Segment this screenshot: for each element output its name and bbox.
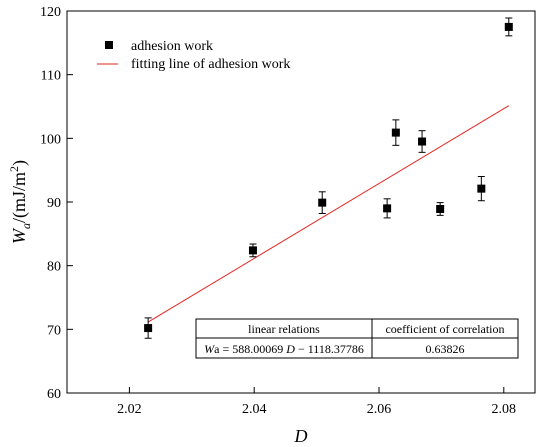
fitting-line (147, 105, 510, 323)
point-marker (318, 198, 327, 207)
x-axis-label: D (294, 426, 308, 446)
table-correlation-value: 0.63826 (426, 342, 465, 356)
y-axis-ticks: 60 70 80 90 100 110 120 (40, 5, 73, 402)
data-point (436, 202, 445, 216)
data-point (383, 198, 392, 219)
data-point (144, 317, 153, 339)
x-tick-label: 2.02 (117, 402, 142, 417)
legend: adhesion work fitting line of adhesion w… (97, 39, 290, 72)
data-point (391, 119, 400, 146)
y-tick-label: 120 (40, 5, 61, 20)
y-axis-label-unit-close: ) (9, 160, 30, 166)
x-tick-label: 2.08 (492, 402, 517, 417)
legend-marker-adhesion-work (105, 41, 113, 49)
legend-label-adhesion-work: adhesion work (131, 39, 213, 54)
equation-var: W (204, 342, 215, 356)
y-tick-label: 60 (47, 387, 61, 402)
y-axis-label: Wa/(mJ/m2) (7, 160, 33, 244)
point-marker (248, 246, 257, 255)
equation-part-a: = 588.00069 (219, 342, 286, 356)
y-tick-label: 80 (47, 260, 61, 275)
table-header-linear-relations: linear relations (248, 322, 320, 336)
y-tick-label: 90 (47, 196, 61, 211)
y-axis-label-sub: a (19, 223, 33, 229)
data-point (418, 130, 427, 153)
legend-label-fitting-line: fitting line of adhesion work (131, 57, 290, 72)
table-header-coefficient: coefficient of correlation (385, 322, 504, 336)
point-marker (504, 22, 513, 31)
y-axis-label-unit: /(mJ/m (9, 172, 30, 223)
equation-sub: a (214, 342, 220, 356)
x-tick-label: 2.04 (242, 402, 267, 417)
y-axis-label-unit-sup: 2 (7, 166, 21, 172)
point-marker (418, 137, 427, 146)
point-marker (391, 128, 400, 137)
data-points (144, 17, 513, 339)
point-marker (383, 204, 392, 213)
x-axis-ticks: 2.02 2.04 2.06 2.08 (117, 387, 516, 417)
data-point (477, 176, 486, 202)
point-marker (144, 324, 153, 333)
equation-part-b: − 1118.37786 (295, 342, 364, 356)
y-tick-label: 110 (41, 69, 61, 84)
table-equation: Wa = 588.00069 D − 1118.37786 (204, 342, 364, 356)
data-point (318, 191, 327, 214)
data-point (504, 17, 513, 37)
y-tick-label: 70 (47, 323, 61, 338)
annotation-table: linear relations coefficient of correlat… (195, 318, 519, 359)
x-tick-label: 2.06 (367, 402, 392, 417)
data-point (248, 243, 257, 258)
y-axis-label-var: W (9, 227, 29, 244)
y-tick-label: 100 (40, 132, 61, 147)
equation-x-var: D (285, 342, 295, 356)
point-marker (436, 205, 445, 214)
point-marker (477, 184, 486, 193)
